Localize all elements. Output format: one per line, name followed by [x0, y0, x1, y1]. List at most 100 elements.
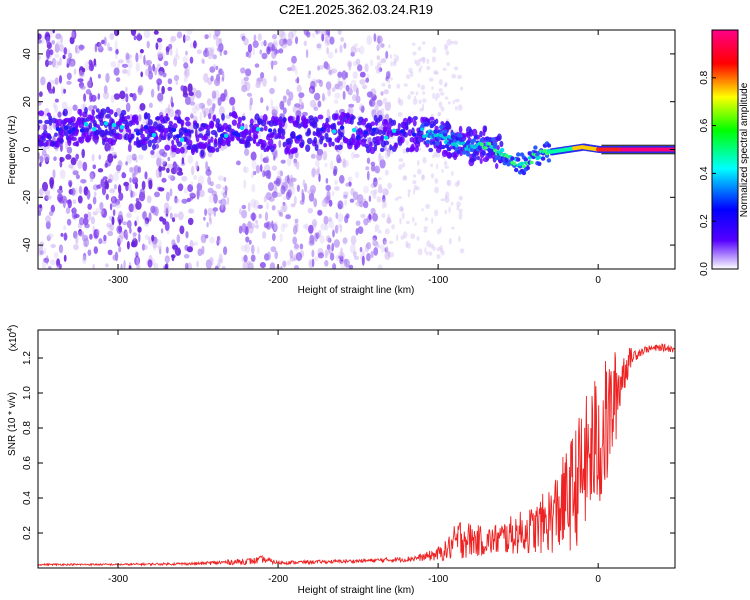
ridge-cell — [391, 128, 397, 133]
ridge-cell — [257, 117, 261, 126]
ridge-cell — [120, 109, 127, 116]
noise-cell — [446, 62, 450, 67]
noise-cell — [383, 89, 389, 95]
noise-cell — [366, 170, 370, 181]
ridge-cell — [295, 135, 301, 140]
noise-cell — [354, 47, 361, 53]
noise-cell — [204, 34, 209, 40]
noise-cell — [384, 169, 389, 176]
noise-cell — [169, 37, 175, 44]
ridge-cell — [151, 132, 157, 138]
ridge-cell — [231, 119, 237, 126]
ridge-cell — [79, 128, 85, 133]
noise-cell — [386, 245, 389, 252]
noise-cell — [239, 208, 242, 216]
ridge-cell — [91, 109, 95, 116]
noise-cell — [72, 104, 78, 111]
ridge-cell — [497, 133, 502, 141]
noise-cell — [374, 224, 380, 231]
noise-cell — [257, 204, 263, 209]
noise-cell — [322, 92, 325, 102]
noise-cell — [118, 246, 122, 252]
ridge-cell — [495, 163, 499, 169]
noise-cell — [117, 237, 121, 247]
top-x-ticks: -300 -200 -100 0 — [108, 30, 601, 286]
noise-cell — [223, 177, 227, 182]
noise-cell — [293, 195, 297, 205]
noise-cell — [348, 264, 354, 269]
noise-cell — [121, 63, 129, 68]
noise-cell — [421, 103, 425, 111]
ridge-cell — [114, 111, 118, 118]
noise-cell — [247, 202, 251, 212]
noise-cell — [431, 56, 436, 63]
noise-cell — [265, 169, 271, 179]
noise-cell — [260, 153, 263, 163]
noise-cell — [243, 37, 249, 46]
ridge-cell — [307, 127, 311, 134]
noise-cell — [60, 232, 64, 237]
noise-cell — [93, 105, 98, 110]
noise-cell — [117, 184, 122, 194]
noise-cell — [84, 223, 90, 229]
noise-cell — [291, 55, 297, 64]
ridge-cell — [210, 136, 214, 143]
noise-cell — [438, 88, 443, 92]
ridge-cell — [533, 145, 538, 150]
noise-cell — [307, 207, 314, 214]
ridge-cell — [377, 129, 383, 135]
ridge-cell — [259, 127, 264, 132]
ridge-cell — [237, 116, 242, 125]
noise-cell — [387, 213, 390, 220]
colorbar-gradient — [711, 29, 739, 270]
bottom-y-tick-label: 1.2 — [22, 351, 33, 365]
noise-cell — [183, 68, 190, 78]
noise-cell — [61, 101, 68, 110]
noise-cell — [49, 177, 55, 187]
noise-cell — [458, 235, 461, 242]
ridge-cell — [249, 123, 254, 129]
noise-cell — [454, 181, 460, 187]
ridge-cell — [370, 121, 376, 126]
noise-cell — [167, 78, 173, 85]
ridge-cell — [234, 114, 238, 119]
noise-cell — [215, 183, 222, 189]
noise-cell — [123, 259, 126, 269]
colorbar-tick-label: 0.2 — [699, 214, 710, 228]
ridge-cell — [71, 136, 77, 142]
noise-cell — [336, 154, 341, 164]
ridge-cell — [220, 139, 227, 147]
noise-cell — [66, 146, 73, 154]
ridge-cell — [176, 141, 183, 148]
noise-cell — [48, 88, 54, 94]
noise-cell — [282, 95, 287, 103]
ridge-cell — [302, 123, 309, 129]
ridge-cell — [443, 136, 448, 141]
noise-cell — [321, 33, 325, 42]
noise-cell — [401, 212, 405, 220]
ridge-cell — [119, 125, 125, 130]
noise-cell — [92, 211, 98, 216]
ridge-cell — [155, 116, 160, 121]
noise-cell — [89, 233, 93, 240]
noise-cell — [263, 222, 269, 229]
noise-cell — [444, 196, 450, 203]
noise-cell — [210, 75, 214, 82]
noise-cell — [444, 96, 449, 100]
noise-cell — [298, 96, 303, 107]
noise-cell — [400, 205, 403, 212]
noise-cell — [413, 188, 416, 195]
noise-cell — [127, 59, 133, 70]
noise-cell — [302, 179, 306, 188]
noise-cell — [81, 148, 85, 159]
noise-cell — [38, 101, 42, 106]
top-y-tick-label: 20 — [22, 96, 33, 108]
noise-cell — [205, 169, 212, 176]
noise-cell — [209, 236, 215, 244]
noise-cell — [430, 163, 434, 168]
ridge-cell — [471, 152, 477, 158]
ridge-cell — [147, 119, 153, 126]
noise-cell — [148, 212, 152, 222]
ridge-cell — [143, 125, 149, 130]
noise-cell — [69, 181, 72, 188]
